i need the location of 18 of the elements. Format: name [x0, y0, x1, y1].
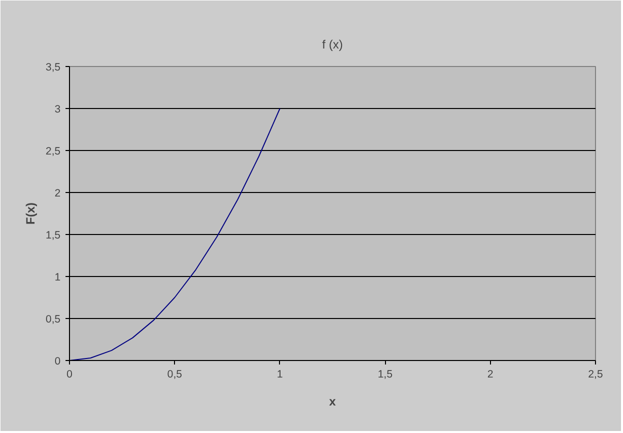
y-tick-label: 0,5	[46, 314, 61, 326]
x-tick-label: 0	[66, 368, 73, 380]
x-axis-title: x	[329, 394, 336, 408]
x-tick-label: 2	[487, 368, 494, 380]
y-tick-label: 1	[54, 272, 61, 284]
x-tick-label: 0,5	[167, 368, 182, 380]
chart-title: f (x)	[322, 38, 343, 52]
y-tick-label: 0	[54, 356, 61, 368]
y-tick-label: 1,5	[46, 230, 61, 242]
y-tick-label: 2,5	[46, 146, 61, 158]
x-tick-label: 2,5	[588, 368, 603, 380]
x-tick-label: 1,5	[378, 368, 393, 380]
y-tick-label: 2	[54, 188, 61, 200]
line-series	[70, 108, 280, 360]
y-axis-title: F(x)	[24, 202, 38, 224]
y-tick-label: 3	[54, 104, 61, 116]
x-tick-label: 1	[276, 368, 283, 380]
y-tick-label: 3,5	[46, 62, 61, 74]
